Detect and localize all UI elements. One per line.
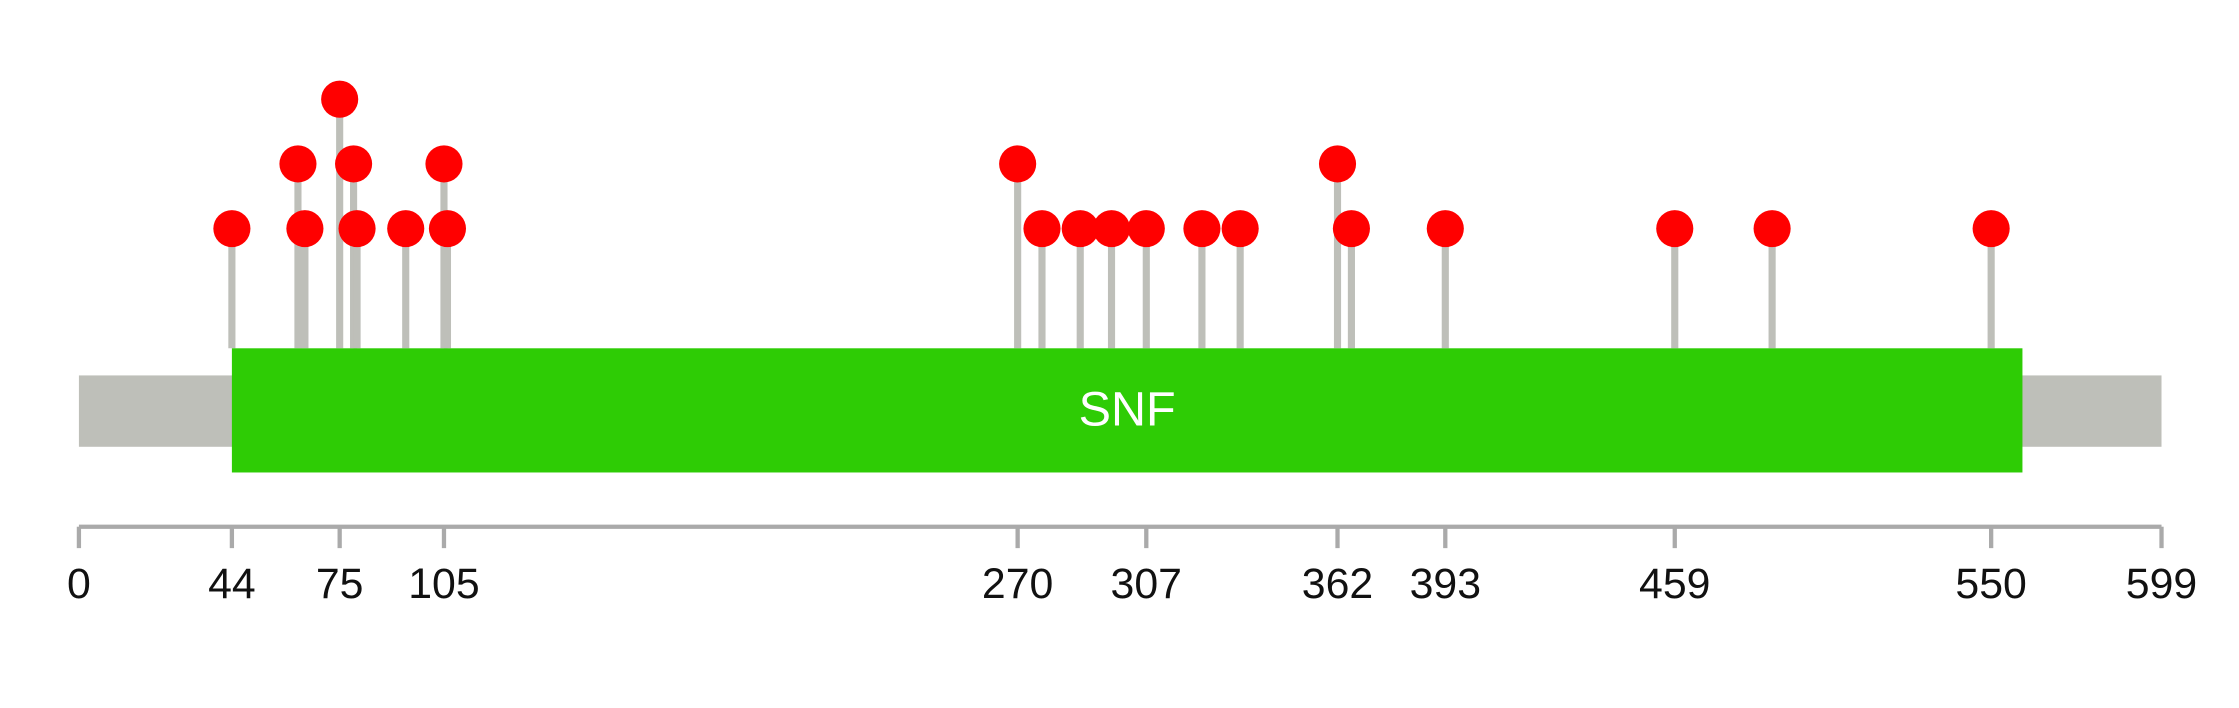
x-tick-label: 599 — [2126, 560, 2197, 608]
mutation-head — [1753, 210, 1791, 248]
mutation-head — [428, 210, 467, 248]
mutation-head — [1183, 210, 1221, 248]
domain — [231, 348, 2023, 473]
mutation-head — [1656, 210, 1694, 248]
mutation-head — [1092, 210, 1131, 248]
mutation-head — [1426, 210, 1464, 248]
mutation-head — [335, 145, 373, 183]
x-tick-label: 307 — [1111, 560, 1182, 608]
mutation-head — [1023, 210, 1061, 248]
mutation-head — [387, 210, 425, 248]
mutation-head — [1318, 145, 1357, 183]
mutation-head — [338, 210, 376, 248]
x-tick-label: 393 — [1410, 560, 1481, 608]
x-tick-label: 459 — [1639, 560, 1710, 608]
mutation-head — [213, 210, 251, 248]
x-tick-label: 0 — [67, 560, 91, 608]
domain-label: SNF — [1079, 382, 1176, 436]
x-tick-label: 44 — [208, 560, 256, 608]
mutation-head — [1127, 210, 1165, 248]
mutation-head — [999, 145, 1037, 183]
x-tick-label: 75 — [316, 560, 364, 608]
x-tick-label: 270 — [982, 560, 1053, 608]
mutation-head — [321, 80, 359, 118]
mutation-head — [1332, 210, 1370, 248]
mutation-head — [1972, 210, 2010, 248]
x-tick-label: 362 — [1302, 560, 1373, 608]
x-tick-label: 550 — [1955, 560, 2026, 608]
mutation-head — [425, 145, 463, 183]
mutation-head — [1061, 210, 1099, 248]
mutation-head — [1221, 210, 1259, 248]
mutation-head — [279, 145, 317, 183]
x-tick-label: 105 — [408, 560, 479, 608]
mutation-head — [286, 210, 324, 248]
